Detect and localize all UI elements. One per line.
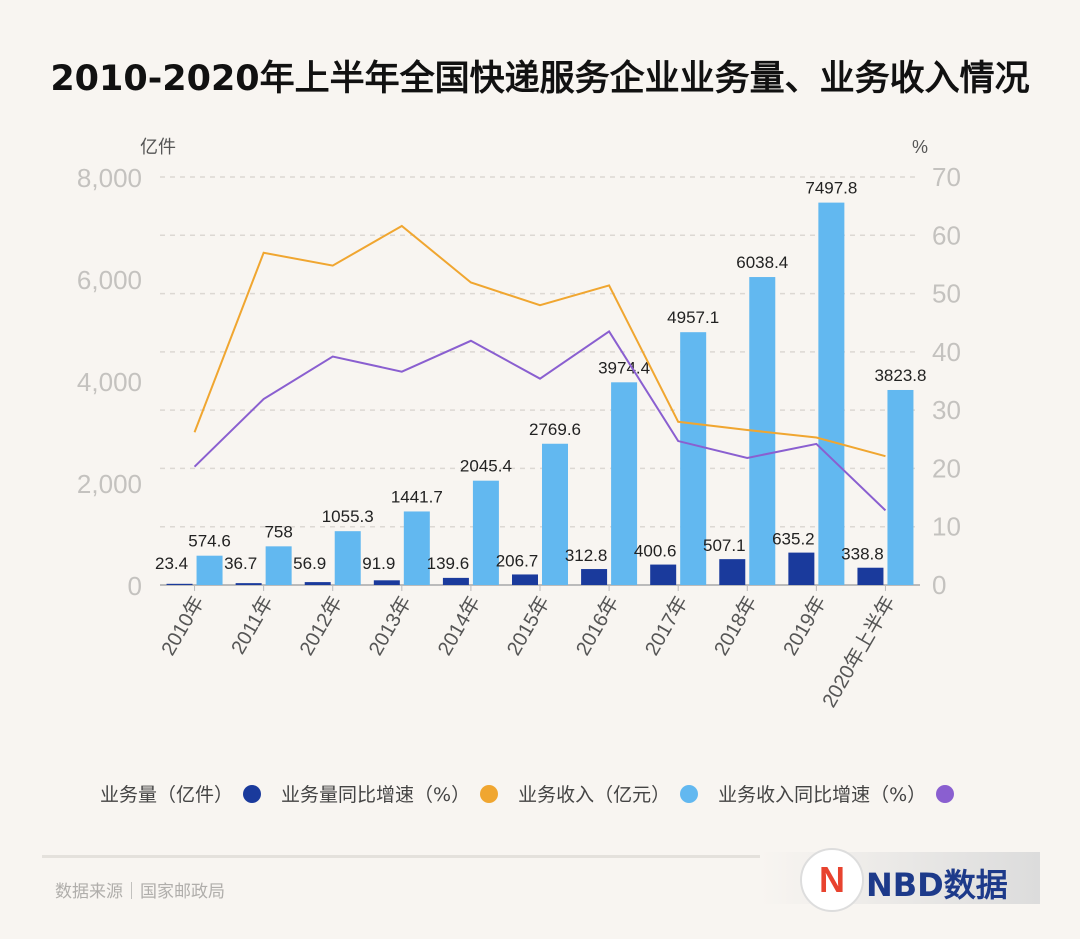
volume-data-label: 56.9 [293, 554, 326, 573]
x-tick-label: 2016年 [571, 592, 623, 659]
nbd-logo-icon: N [800, 848, 864, 912]
revenue-bar [680, 332, 707, 585]
legend-item: 业务量同比增速（%） [281, 780, 499, 807]
left-tick-label: 4,000 [77, 367, 142, 397]
right-tick-label: 0 [932, 570, 946, 600]
x-tick-label: 2018年 [709, 592, 761, 659]
revenue-data-label: 6038.4 [736, 253, 788, 272]
legend-label: 业务收入同比增速（%） [718, 784, 927, 806]
left-tick-label: 0 [128, 571, 142, 601]
right-axis-unit: % [912, 137, 928, 157]
volume-data-label: 139.6 [427, 554, 470, 573]
legend-label: 业务量（亿件） [100, 784, 234, 806]
legend-dot [243, 784, 262, 803]
volume-bar [166, 583, 193, 585]
revenue-bar [472, 480, 499, 585]
chart-title: 2010-2020年上半年全国快递服务企业业务量、业务收入情况 [50, 59, 1030, 99]
x-tick-label: 2010年 [157, 592, 209, 659]
revenue-bar [818, 202, 845, 586]
volume-bar [788, 552, 815, 585]
x-tick-label: 2019年 [779, 592, 831, 659]
right-tick-label: 70 [932, 162, 961, 192]
chart: 0 10 20 30 40 50 60 70 0 2,000 4,000 6,000 8,000 亿件 % 2… [77, 137, 961, 711]
volume-bar [512, 574, 538, 585]
legend-dot [680, 784, 699, 803]
revenue-data-label: 574.6 [188, 532, 231, 551]
legend: 业务量（亿件） 业务量同比增速（%） 业务收入（亿元） 业务收入同比增速（%） [100, 780, 974, 807]
right-tick-label: 30 [932, 395, 961, 425]
volume-bar [235, 583, 262, 585]
revenue-data-label: 1441.7 [391, 487, 443, 506]
volume-bar [581, 569, 608, 585]
right-tick-label: 20 [932, 453, 961, 483]
volume-data-label: 635.2 [772, 530, 815, 549]
x-tick-label: 2013年 [364, 592, 416, 659]
legend-item: 业务收入同比增速（%） [718, 780, 955, 807]
revenue-data-label: 3974.4 [598, 358, 650, 377]
revenue-data-label: 3823.8 [874, 366, 926, 385]
x-tick-label: 2015年 [502, 592, 554, 659]
revenue-data-label: 2769.6 [529, 420, 581, 439]
right-tick-label: 50 [932, 279, 961, 309]
left-tick-label: 6,000 [77, 265, 142, 295]
x-tick-label: 2020年上半年 [818, 592, 900, 711]
x-tick-label: 2014年 [433, 592, 485, 659]
volume-bar [304, 582, 331, 585]
volume-bar [857, 567, 884, 585]
revenue-bar [887, 389, 914, 585]
volume-data-label: 206.7 [496, 551, 539, 570]
revenue-data-label: 2045.4 [460, 457, 512, 476]
legend-dot [936, 784, 955, 803]
volume-data-label: 312.8 [565, 546, 608, 565]
revenue-bar [403, 511, 430, 585]
x-tick-label: 2017年 [640, 592, 692, 659]
right-tick-label: 10 [932, 512, 961, 542]
right-tick-label: 40 [932, 337, 961, 367]
legend-dot [480, 784, 499, 803]
left-tick-label: 8,000 [77, 163, 142, 193]
x-tick-label: 2011年 [227, 592, 278, 658]
volume-data-label: 400.6 [634, 542, 677, 561]
left-tick-label: 2,000 [77, 469, 142, 499]
legend-item: 业务量（亿件） [100, 780, 262, 807]
volume-bar [373, 580, 400, 585]
revenue-bar [196, 555, 223, 585]
volume-bar [719, 559, 746, 585]
data-source: 数据来源｜国家邮政局 [55, 882, 225, 902]
left-axis-unit: 亿件 [140, 137, 176, 157]
volume-data-label: 91.9 [362, 554, 395, 573]
revenue-bar [334, 531, 361, 585]
legend-label: 业务量同比增速（%） [281, 784, 471, 806]
volume-bar [650, 564, 677, 585]
legend-label: 业务收入（亿元） [518, 784, 671, 806]
revenue-bar [542, 443, 568, 585]
revenue-data-label: 4957.1 [667, 308, 719, 327]
revenue-data-label: 1055.3 [322, 507, 374, 526]
revenue-data-label: 7497.8 [805, 179, 857, 198]
legend-item: 业务收入（亿元） [518, 780, 699, 807]
volume-data-label: 36.7 [224, 554, 257, 573]
volume-data-label: 338.8 [841, 545, 884, 564]
x-tick-label: 2012年 [295, 592, 347, 659]
nbd-logo-text: NBD数据 [866, 866, 1008, 904]
revenue-bar [611, 382, 638, 585]
volume-bar [442, 577, 469, 585]
revenue-data-label: 758 [264, 522, 292, 541]
right-tick-label: 60 [932, 220, 961, 250]
volume-data-label: 23.4 [155, 554, 188, 573]
volume-data-label: 507.1 [703, 536, 746, 555]
footer-divider [42, 855, 1038, 858]
revenue-bar [265, 546, 292, 585]
